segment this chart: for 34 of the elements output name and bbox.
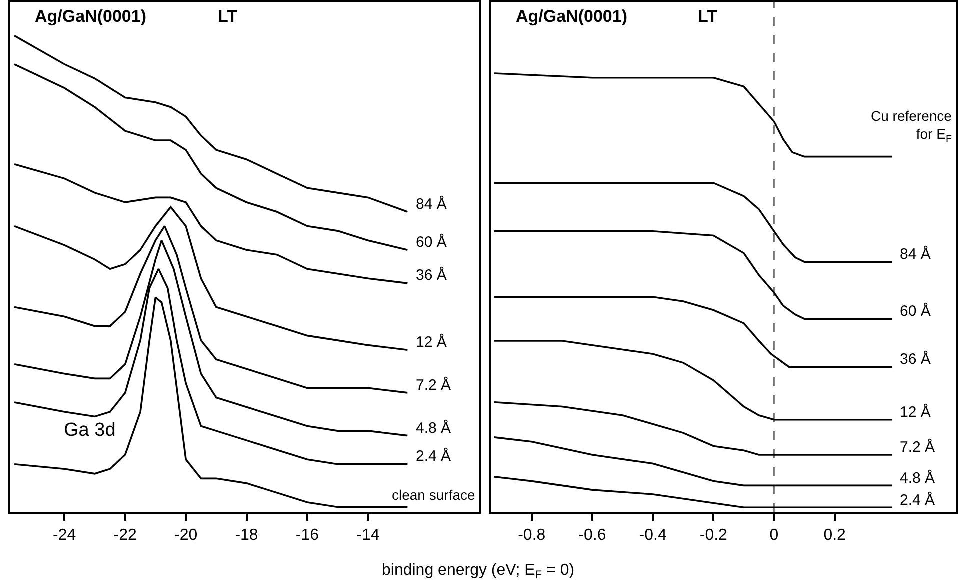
series-label: 36 Å <box>416 266 447 284</box>
series-label: 60 Å <box>900 302 931 320</box>
series-label: 2.4 Å <box>900 491 936 509</box>
chart-title: Ag/GaN(0001) <box>35 7 146 26</box>
series-label: 4.8 Å <box>416 419 452 437</box>
series-label: 36 Å <box>900 350 931 368</box>
x-tick-label: -20 <box>174 527 198 544</box>
series-label: clean surface <box>392 487 476 503</box>
x-tick-label: -22 <box>114 527 138 544</box>
x-tick-label: -0.8 <box>518 527 546 544</box>
series-label: 12 Å <box>416 333 447 351</box>
x-tick-label: -0.2 <box>700 527 728 544</box>
series-label: 7.2 Å <box>416 376 452 394</box>
series-label: 7.2 Å <box>900 438 936 456</box>
x-tick-label: -24 <box>53 527 76 544</box>
chart-subtitle: LT <box>698 7 718 26</box>
x-tick-label: -0.6 <box>578 527 606 544</box>
series-label: 60 Å <box>416 233 447 251</box>
series-label: Cu reference for E$_{F}$ <box>871 108 952 146</box>
chart-subtitle: LT <box>218 7 238 26</box>
x-tick-label: 0 <box>770 527 779 544</box>
series-label: 12 Å <box>900 403 931 421</box>
series-label: 84 Å <box>416 195 447 213</box>
annotation: Ga 3d <box>64 420 116 441</box>
series-label: 2.4 Å <box>416 447 452 465</box>
x-tick-label: -0.4 <box>639 527 667 544</box>
x-axis-title: binding energy (eV; E$_{F}$ = 0) <box>382 562 575 582</box>
x-tick-label: -16 <box>296 527 320 544</box>
series-label: 4.8 Å <box>900 469 936 487</box>
chart-title: Ag/GaN(0001) <box>516 7 628 26</box>
x-tick-label: -14 <box>356 527 380 544</box>
x-tick-label: 0.2 <box>824 527 846 544</box>
x-tick-label: -18 <box>235 527 258 544</box>
series-label: 84 Å <box>900 245 931 263</box>
